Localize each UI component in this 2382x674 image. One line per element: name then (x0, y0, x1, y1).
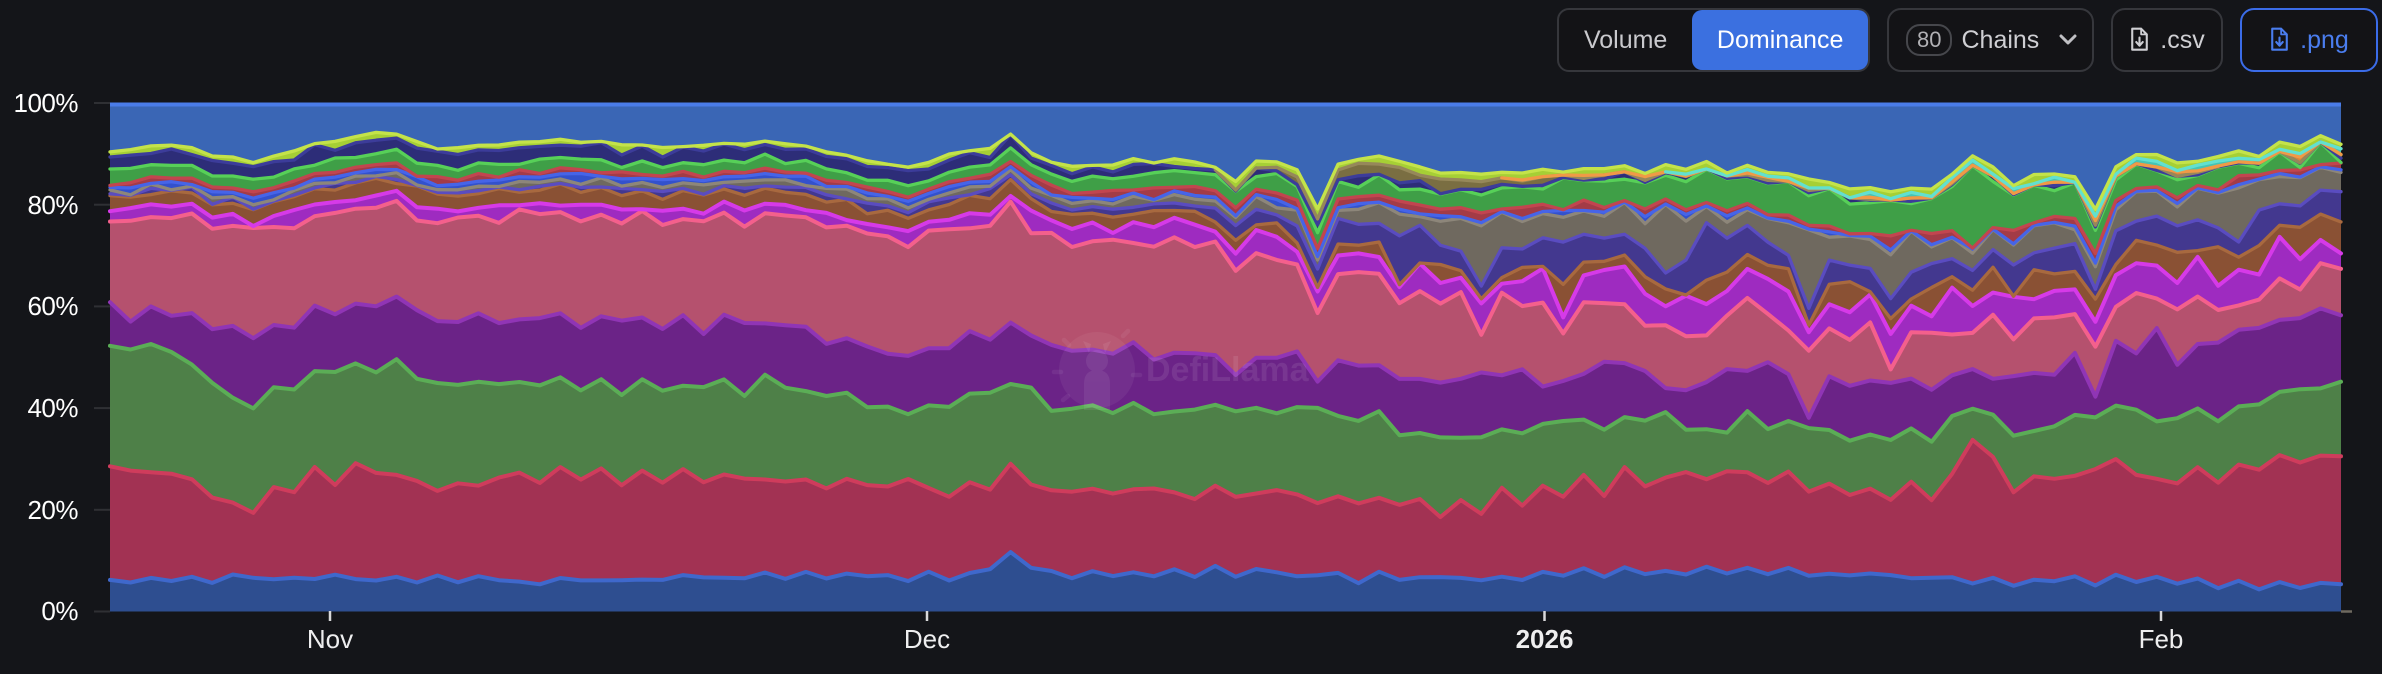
svg-text:0%: 0% (41, 596, 78, 626)
svg-text:60%: 60% (27, 291, 78, 321)
svg-text:Feb: Feb (2139, 624, 2184, 654)
svg-text:40%: 40% (27, 393, 78, 423)
svg-text:DefiLlama: DefiLlama (1146, 351, 1310, 389)
svg-text:2026: 2026 (1516, 624, 1574, 654)
svg-text:20%: 20% (27, 495, 78, 525)
svg-text:Dec: Dec (904, 624, 950, 654)
svg-text:Nov: Nov (307, 624, 353, 654)
svg-text:100%: 100% (14, 88, 79, 118)
svg-text:80%: 80% (27, 190, 78, 220)
